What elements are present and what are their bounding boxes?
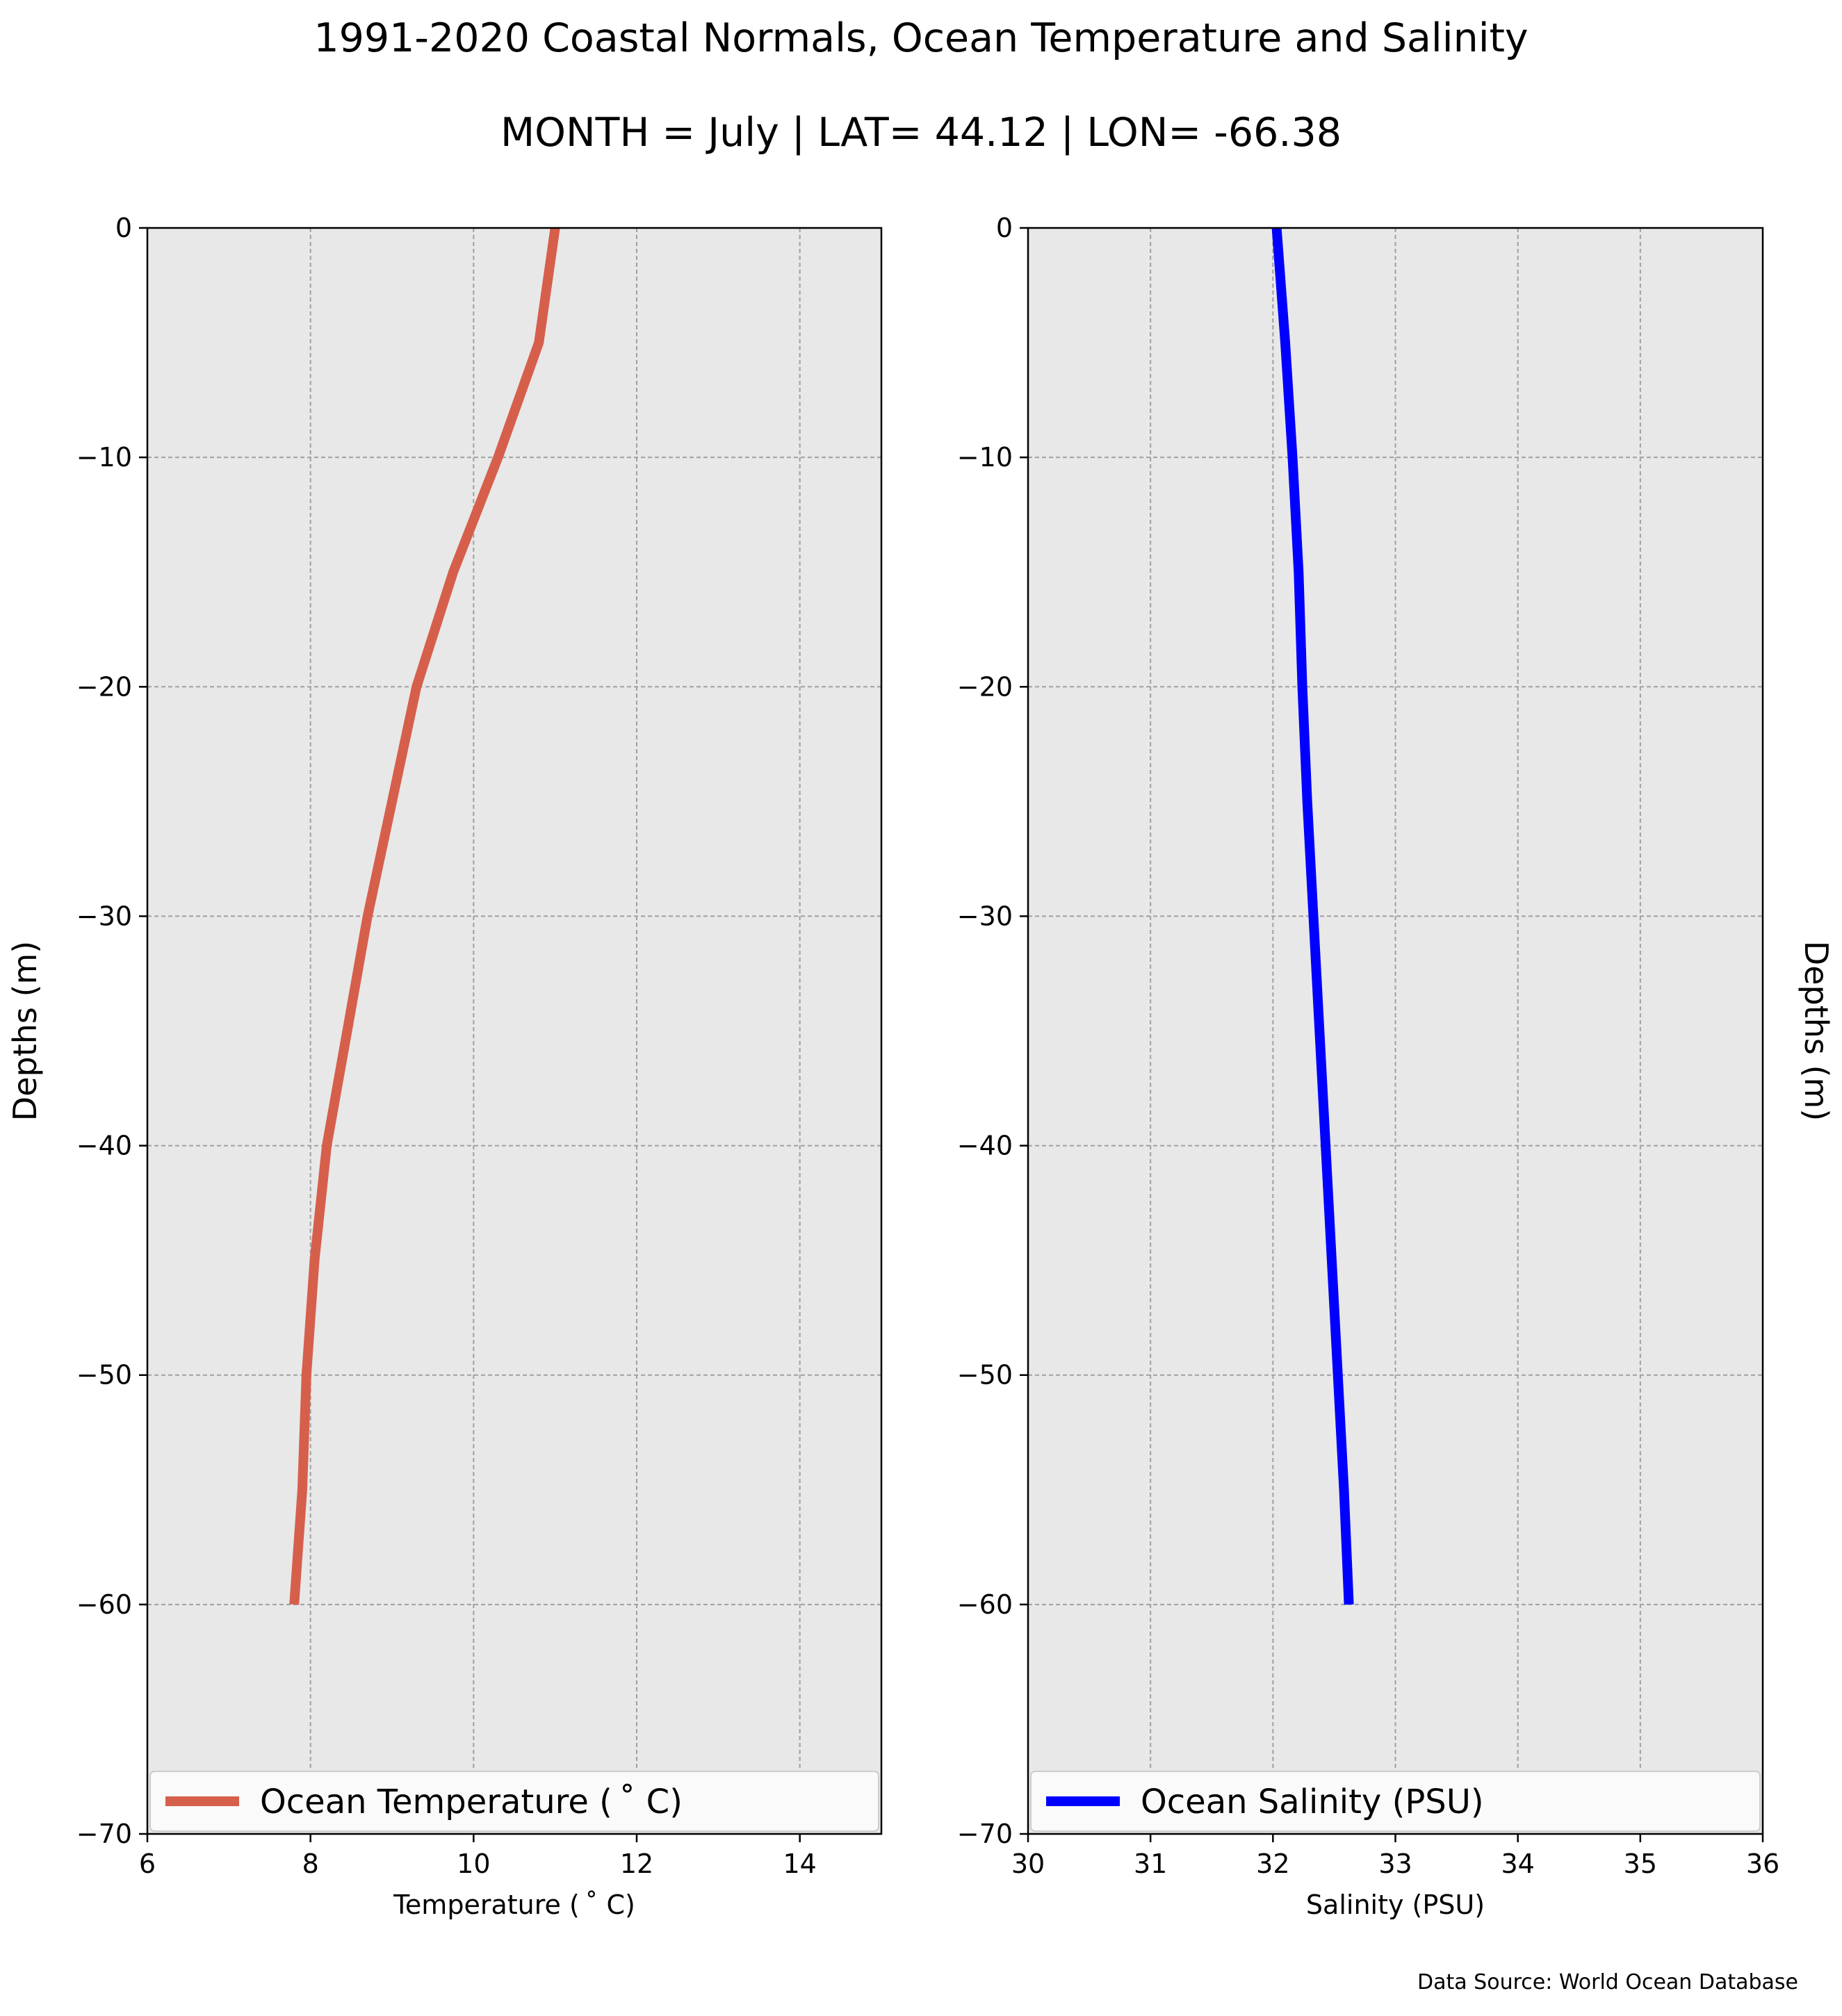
x-tick-label: 12: [620, 1849, 653, 1879]
legend: Ocean Salinity (PSU): [1030, 1771, 1761, 1832]
chart-title: 1991-2020 Coastal Normals, Ocean Tempera…: [313, 15, 1528, 61]
x-axis-label: Salinity (PSU): [1306, 1890, 1485, 1920]
panel-temperature: 6 8 10 12 14 0 −10 −20 −30 −40 −50 −60 −70 Temperatur…: [6, 213, 883, 1920]
x-tick-label: 32: [1256, 1849, 1289, 1879]
x-tick-label: 10: [457, 1849, 490, 1879]
x-tick-label: 8: [302, 1849, 319, 1879]
x-tick-label: 33: [1378, 1849, 1412, 1879]
x-tick-label: 14: [783, 1849, 816, 1879]
y-tick-label: −70: [957, 1819, 1013, 1849]
x-tick-label: 31: [1134, 1849, 1167, 1879]
legend-box: [1030, 1771, 1761, 1832]
x-tick-label: 6: [139, 1849, 156, 1879]
series-line-temperature: [289, 227, 560, 1605]
series-line-salinity: [1271, 227, 1354, 1605]
y-tick-label: −50: [76, 1360, 132, 1391]
y-tick-label: −20: [76, 671, 132, 702]
y-tick-label: 0: [115, 213, 132, 243]
y-tick-label: −40: [76, 1131, 132, 1161]
y-tick-label: −30: [76, 901, 132, 931]
y-axis-label: Depths (m): [1798, 941, 1835, 1121]
x-axis-label: Temperature ( ˚ C): [393, 1890, 635, 1920]
data-source-note: Data Source: World Ocean Database: [1417, 1970, 1798, 1994]
panel-salinity: 30 31 32 33 34 35 36 0 −10 −20 −30 −40 −50 −60 −70 Sali…: [957, 213, 1835, 1920]
x-tick-label: 34: [1501, 1849, 1534, 1879]
y-tick-label: −60: [957, 1589, 1013, 1620]
legend-label: Ocean Salinity (PSU): [1141, 1783, 1484, 1821]
plots-container: 6 8 10 12 14 0 −10 −20 −30 −40 −50 −60 −70 Temperatur…: [6, 213, 1835, 1920]
y-axis-label: Depths (m): [6, 941, 44, 1121]
y-tick-label: −70: [76, 1819, 132, 1849]
legend-label: Ocean Temperature ( ˚ C): [260, 1783, 683, 1821]
y-tick-label: 0: [996, 213, 1013, 243]
y-tick-label: −10: [76, 442, 132, 473]
y-tick-label: −30: [957, 901, 1013, 931]
plot-area: [147, 228, 881, 1834]
x-tick-label: 35: [1624, 1849, 1657, 1879]
legend-box: [149, 1771, 879, 1832]
y-tick-label: −60: [76, 1589, 132, 1620]
y-tick-label: −40: [957, 1131, 1013, 1161]
y-tick-label: −20: [957, 671, 1013, 702]
x-tick-label: 30: [1011, 1849, 1045, 1879]
x-tick-label: 36: [1746, 1849, 1779, 1879]
y-tick-label: −50: [957, 1360, 1013, 1391]
y-tick-label: −10: [957, 442, 1013, 473]
axes-frame: [146, 227, 883, 1835]
chart-subtitle: MONTH = July | LAT= 44.12 | LON= -66.38: [500, 110, 1342, 156]
legend: Ocean Temperature ( ˚ C): [149, 1771, 879, 1832]
